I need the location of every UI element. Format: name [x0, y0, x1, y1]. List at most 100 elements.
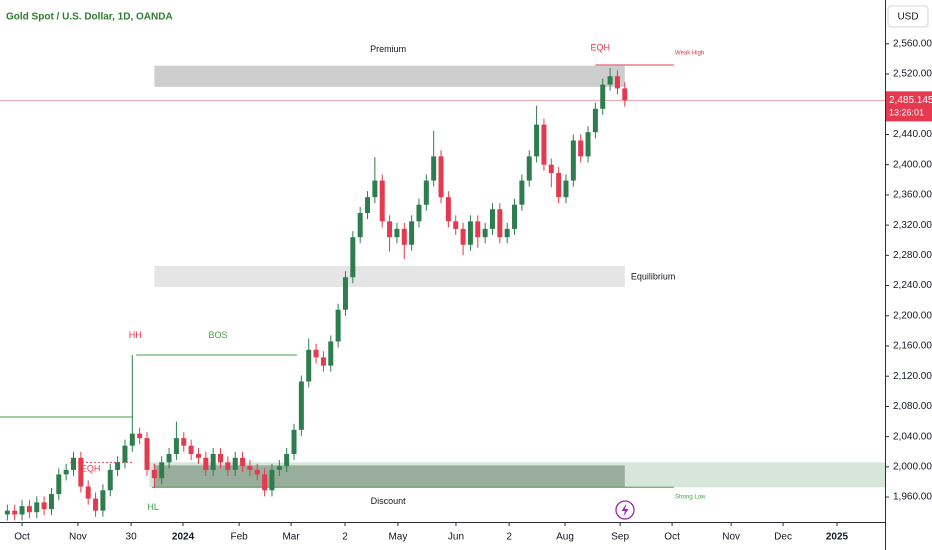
- plot-area: Premium EQH Weak High Equilibrium HH BOS EQH HL…: [0, 43, 885, 521]
- y-tick-label: 2,440.000: [893, 129, 932, 140]
- annotation: EQH: [591, 43, 611, 53]
- candle-body: [438, 156, 444, 198]
- y-tick-label: 2,200.000: [893, 310, 932, 321]
- chart-title: Gold Spot / U.S. Dollar, 1D, OANDA: [6, 12, 173, 23]
- x-tick-label: Feb: [231, 532, 249, 543]
- x-tick-label: 2024: [172, 532, 195, 543]
- y-tick-label: 2,120.000: [893, 371, 932, 382]
- candle-body: [107, 469, 113, 491]
- candle-body: [48, 494, 54, 510]
- candle-body: [563, 180, 569, 198]
- candle-body: [548, 164, 554, 173]
- annotation: HH: [129, 330, 142, 340]
- lightning-icon[interactable]: [615, 500, 635, 520]
- candle-body: [218, 454, 224, 463]
- annotation: Discount: [371, 496, 407, 506]
- candle-body: [313, 349, 319, 358]
- candle-body: [298, 381, 304, 430]
- candle-body: [409, 221, 415, 245]
- last-price-label: 2,485.145: [889, 95, 932, 106]
- candle-body: [306, 349, 312, 382]
- x-tick-label: Aug: [556, 532, 574, 543]
- candle-body: [173, 438, 179, 455]
- x-tick-label: Mar: [282, 532, 300, 543]
- candle-body: [225, 462, 231, 470]
- y-tick-label: 2,240.000: [893, 280, 932, 291]
- candle-body: [519, 180, 525, 205]
- candle-body: [137, 433, 143, 439]
- candle-body: [159, 462, 165, 479]
- currency[interactable]: USD: [897, 12, 918, 23]
- currency-button[interactable]: [887, 5, 929, 28]
- candle-body: [350, 237, 356, 278]
- candle-body: [240, 457, 246, 467]
- x-tick-label: Oct: [664, 532, 680, 543]
- last-price-tag: [886, 91, 932, 122]
- y-tick-label: 2,000.000: [893, 461, 932, 472]
- candle-body: [188, 445, 194, 455]
- candle-body: [534, 124, 540, 157]
- y-tick-label: 2,400.000: [893, 159, 932, 170]
- candle-body: [342, 277, 348, 310]
- y-tick-label: 2,040.000: [893, 431, 932, 442]
- candle-body: [445, 197, 451, 222]
- candle-body: [607, 76, 613, 85]
- candle-body: [34, 502, 40, 513]
- candle-body: [166, 454, 172, 463]
- candle-body: [578, 140, 584, 157]
- x-tick-label: 2025: [826, 532, 849, 543]
- candle-body: [129, 433, 135, 446]
- y-tick-label: 2,360.000: [893, 190, 932, 201]
- candle-body: [592, 108, 598, 133]
- y-tick-label: 2,520.000: [893, 69, 932, 80]
- candle-body: [254, 469, 260, 475]
- candle-body: [372, 180, 378, 198]
- candle-body: [431, 156, 437, 181]
- candle-body: [475, 221, 481, 238]
- candle-body: [56, 474, 62, 495]
- x-tick-label: 30: [126, 532, 138, 543]
- candle-body: [210, 454, 216, 470]
- annotation: Strong Low: [675, 495, 706, 501]
- candle-body: [4, 510, 10, 515]
- candle-body: [365, 197, 371, 214]
- candle-body: [93, 498, 99, 511]
- zone: [154, 465, 625, 488]
- candle-body: [262, 474, 268, 491]
- countdown: 13:26:01: [889, 108, 924, 118]
- candle-body: [416, 204, 422, 222]
- candle-body: [335, 309, 341, 342]
- candle-body: [622, 88, 628, 101]
- candle-body: [460, 228, 466, 245]
- y-tick-label: 2,080.000: [893, 401, 932, 412]
- annotation: Weak High: [675, 50, 704, 56]
- x-tick-label: Jun: [448, 532, 464, 543]
- annotation: Equilibrium: [631, 272, 676, 282]
- candle-body: [195, 454, 201, 458]
- x-tick-label: 2: [506, 532, 512, 543]
- candle-body: [570, 140, 576, 181]
- candle-body: [541, 124, 547, 165]
- x-tick-label: Sep: [611, 532, 629, 543]
- candle-body: [100, 490, 106, 511]
- zone: [154, 65, 625, 87]
- candle-body: [115, 462, 121, 470]
- candle-body: [614, 76, 620, 89]
- candle-body: [144, 438, 150, 470]
- candle-body: [122, 445, 128, 463]
- candle-body: [284, 454, 290, 467]
- candle-body: [203, 457, 209, 470]
- x-tick-label: May: [388, 532, 407, 543]
- x-tick-label: 2: [342, 532, 348, 543]
- annotation: EQH: [81, 463, 101, 473]
- candle-body: [467, 221, 473, 245]
- candle-body: [387, 221, 393, 238]
- y-tick-label: 1,960.000: [893, 492, 932, 503]
- candle-body: [276, 466, 282, 470]
- candle-body: [401, 228, 407, 245]
- candle-body: [328, 341, 334, 366]
- candle-body: [482, 228, 488, 238]
- y-tick-label: 2,320.000: [893, 220, 932, 231]
- candle-body: [497, 209, 503, 238]
- annotation: HL: [147, 502, 159, 512]
